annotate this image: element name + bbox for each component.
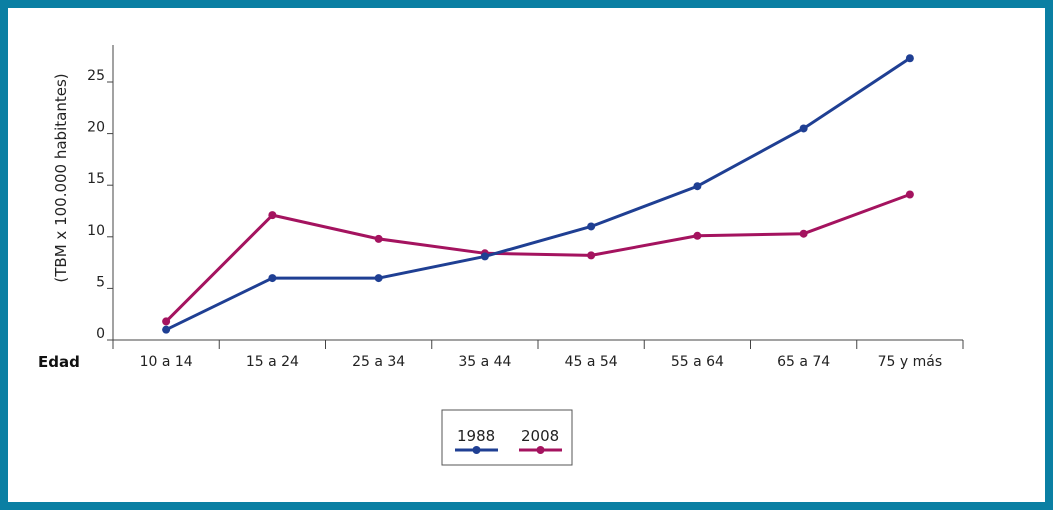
x-tick-label: 35 a 44 bbox=[458, 354, 511, 370]
data-point-2008 bbox=[905, 190, 914, 199]
x-tick-label: 65 a 74 bbox=[777, 354, 830, 370]
y-axis-title: (TBM x 100.000 habitantes) bbox=[52, 73, 70, 282]
data-point-1988 bbox=[268, 274, 277, 283]
data-point-1988 bbox=[799, 124, 808, 133]
y-tick-label: 15 bbox=[87, 171, 105, 187]
data-point-1988 bbox=[162, 325, 171, 334]
data-point-1988 bbox=[587, 222, 596, 231]
x-tick-label: 75 y más bbox=[878, 354, 943, 370]
legend-label-2008: 2008 bbox=[521, 427, 559, 445]
legend: 1988 2008 bbox=[441, 409, 573, 466]
y-tick-label: 0 bbox=[96, 326, 105, 342]
x-tick-label: 55 a 64 bbox=[671, 354, 724, 370]
data-point-1988 bbox=[693, 182, 702, 191]
series-group bbox=[162, 54, 914, 334]
x-axis-title: Edad bbox=[38, 353, 80, 371]
legend-swatch-marker-1988 bbox=[472, 446, 481, 454]
y-tick-label: 25 bbox=[87, 68, 105, 84]
x-tick-label: 45 a 54 bbox=[565, 354, 618, 370]
y-tick-label: 20 bbox=[87, 120, 105, 136]
x-tick-labels: 10 a 14 15 a 24 25 a 34 35 a 44 45 a 54 55 a … bbox=[140, 354, 943, 370]
data-point-2008 bbox=[374, 234, 383, 243]
y-tick-label: 5 bbox=[96, 274, 105, 290]
data-point-1988 bbox=[480, 252, 489, 261]
legend-swatch-marker-2008 bbox=[536, 446, 545, 454]
data-point-1988 bbox=[374, 274, 383, 283]
y-tick-labels: 0 5 10 15 20 25 bbox=[87, 68, 105, 342]
data-point-2008 bbox=[799, 229, 808, 238]
axes bbox=[107, 45, 964, 349]
legend-label-1988: 1988 bbox=[457, 427, 495, 445]
x-tick-label: 25 a 34 bbox=[352, 354, 405, 370]
x-tick-label: 15 a 24 bbox=[246, 354, 299, 370]
series-line-2008 bbox=[165, 193, 911, 323]
legend-box bbox=[441, 409, 573, 466]
legend-swatches bbox=[455, 446, 562, 454]
data-point-1988 bbox=[905, 54, 914, 63]
x-tick-label: 10 a 14 bbox=[140, 354, 193, 370]
data-point-2008 bbox=[587, 251, 596, 260]
data-point-2008 bbox=[162, 317, 171, 326]
series-line-1988 bbox=[165, 57, 911, 332]
data-point-2008 bbox=[693, 231, 702, 240]
y-tick-label: 10 bbox=[87, 223, 105, 239]
data-point-2008 bbox=[268, 211, 277, 220]
